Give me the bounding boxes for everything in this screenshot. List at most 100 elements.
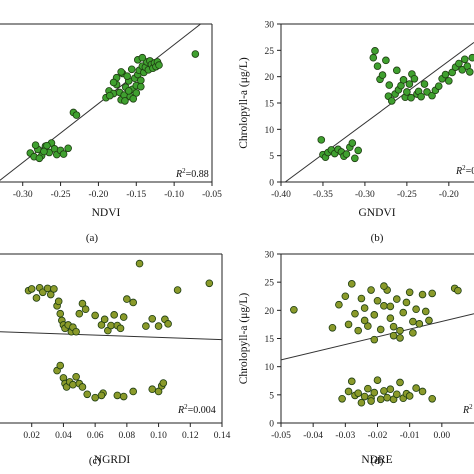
data-point: [441, 70, 450, 79]
data-point: [91, 393, 99, 402]
data-point: [59, 150, 68, 158]
panel-label: (d): [371, 455, 384, 467]
data-point: [399, 308, 408, 317]
y-axis-title: Chrolopyll-a (μg/L): [238, 293, 250, 385]
data-point: [386, 314, 395, 323]
panel-c: 0.02 0.04 0.06 0.08 0.10 0.12 0.14 R2=0.004 NGRD…: [0, 253, 231, 467]
data-point: [117, 68, 125, 76]
data-point: [409, 329, 417, 337]
x-tick-label: -0.25: [397, 190, 417, 200]
points-a: [26, 50, 200, 163]
data-point: [344, 387, 353, 396]
data-point: [423, 88, 431, 96]
points-c: [24, 259, 214, 402]
x-tick-label: 0.14: [214, 431, 231, 441]
data-point: [378, 71, 387, 79]
data-point: [383, 393, 391, 402]
data-point: [40, 147, 48, 156]
data-point: [466, 68, 474, 76]
data-point: [317, 136, 326, 144]
data-point: [113, 391, 122, 400]
data-point: [50, 285, 58, 293]
data-point: [116, 324, 125, 333]
data-point: [370, 388, 379, 397]
data-point: [341, 292, 350, 301]
data-point: [154, 387, 163, 396]
panel-b: -0.40 -0.35 -0.30 -0.25 -0.20 0 5 10 15 20 25 30 R2=…: [238, 21, 474, 244]
data-point: [376, 325, 385, 334]
panel-label: (c): [89, 455, 102, 467]
data-point: [342, 150, 351, 158]
data-point: [46, 290, 55, 299]
x-tick-label: -0.04: [303, 431, 323, 441]
x-tick-label: -0.25: [51, 190, 71, 200]
x-tick-label: -0.05: [202, 190, 222, 200]
data-point: [148, 385, 157, 394]
data-point: [460, 55, 469, 64]
data-point: [123, 72, 131, 80]
data-point: [78, 383, 87, 391]
data-point: [56, 309, 65, 318]
data-point: [129, 94, 138, 103]
x-tick-label: 0.06: [87, 431, 104, 441]
data-point: [403, 88, 411, 96]
data-point: [205, 279, 214, 288]
data-point: [54, 297, 63, 306]
data-point: [110, 311, 118, 319]
data-point: [109, 78, 118, 87]
x-tick-label: -0.30: [13, 190, 33, 200]
data-point: [335, 300, 343, 309]
x-tick-label: 0.12: [182, 431, 199, 441]
data-point: [380, 282, 388, 290]
data-point: [402, 298, 411, 307]
data-point: [32, 294, 41, 302]
data-point: [434, 82, 443, 90]
data-point: [360, 316, 369, 325]
data-point: [137, 82, 145, 91]
data-point: [380, 387, 388, 395]
data-point: [396, 334, 404, 342]
points-b: [317, 47, 474, 163]
data-point: [425, 316, 433, 325]
x-tick-label: -0.10: [164, 190, 184, 200]
data-point: [405, 392, 414, 400]
data-point: [389, 331, 398, 340]
x-tick-label: -0.02: [368, 431, 388, 441]
data-point: [415, 320, 424, 328]
data-point: [458, 66, 467, 74]
data-point: [344, 320, 353, 329]
x-tick-label: -0.01: [400, 431, 420, 441]
regression-line-a: [0, 24, 201, 181]
y-tick-label: 5: [269, 391, 274, 401]
y-tick-label: 5: [269, 152, 274, 162]
r-squared-label: R2=0: [455, 164, 474, 177]
data-point: [347, 280, 356, 288]
plot-frame-a: [0, 23, 213, 183]
data-point: [351, 154, 359, 163]
data-point: [127, 65, 136, 74]
data-point: [373, 376, 382, 384]
r-squared-label: R2=0.004: [177, 403, 216, 416]
data-point: [348, 139, 357, 147]
data-point: [373, 296, 382, 305]
data-point: [173, 286, 182, 294]
x-axis-title: NDVI: [92, 207, 121, 219]
y-tick-label: 15: [265, 100, 275, 110]
data-point: [81, 305, 90, 314]
data-point: [83, 390, 92, 399]
data-point: [142, 322, 150, 330]
data-point: [396, 378, 404, 387]
data-point: [354, 326, 363, 335]
data-point: [164, 320, 172, 328]
data-point: [159, 379, 168, 387]
data-point: [119, 392, 128, 401]
data-point: [364, 384, 372, 393]
data-point: [360, 304, 369, 312]
data-point: [97, 321, 106, 329]
data-point: [357, 398, 366, 407]
x-tick-label: -0.40: [271, 190, 291, 200]
data-point: [121, 97, 129, 105]
data-point: [354, 389, 363, 397]
points-d: [290, 280, 462, 407]
